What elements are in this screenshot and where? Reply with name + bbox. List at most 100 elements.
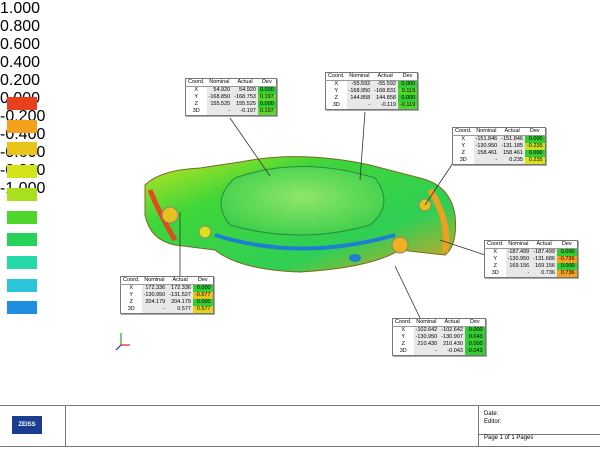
value-cell: 172.336: [167, 284, 193, 292]
header-cell: Coord.: [325, 72, 347, 81]
legend-swatch: [7, 233, 37, 247]
data-row: Z 169.156 169.156 0.000: [484, 263, 578, 270]
value-cell: -168.850: [206, 94, 233, 101]
value-cell: -131.686: [531, 256, 557, 263]
dev-cell: 0.577: [192, 306, 214, 314]
header-cell: Dev: [397, 72, 418, 81]
callout-table: Coord. Nominal Actual Dev X 172.336 172.336 0.0…: [120, 276, 214, 314]
header-cell: Nominal: [346, 72, 373, 81]
coord-cell: 3D: [120, 306, 142, 314]
coord-cell: Y: [120, 292, 142, 299]
data-row: Z 158.461 158.461 0.000: [452, 150, 546, 157]
header-cell: Dev: [464, 318, 486, 327]
value-cell: 172.336: [141, 284, 168, 292]
callout-table: Coord. Nominal Actual Dev X -187.499 -187.499 0…: [484, 240, 578, 278]
data-row: Z 144.858 144.858 0.000: [325, 95, 418, 102]
header-cell: Dev: [257, 78, 277, 87]
dev-cell: 0.000: [257, 101, 277, 108]
value-cell: -151.846: [473, 135, 500, 143]
legend-swatch: [7, 165, 37, 179]
value-cell: -168.753: [232, 94, 258, 101]
dev-cell: 0.000: [192, 284, 214, 292]
header-cell: Nominal: [473, 127, 500, 136]
dev-cell: -0.235: [524, 143, 546, 150]
dev-cell: -0.119: [397, 102, 418, 110]
value-cell: 169.156: [505, 263, 532, 270]
data-row: 3D - -0.119 -0.119: [325, 102, 418, 110]
header-cell: Dev: [192, 276, 214, 285]
legend-label: 1.000: [0, 0, 41, 17]
value-cell: 144.858: [346, 95, 373, 102]
value-cell: -187.499: [531, 248, 557, 256]
header-cell: Dev: [556, 240, 578, 249]
legend-swatch: [7, 210, 37, 224]
header-row: Coord. Nominal Actual Dev: [392, 318, 486, 327]
callout-table: Coord. Nominal Actual Dev X -151.846 -151.846 0…: [452, 127, 546, 165]
dev-cell: 0.119: [397, 88, 418, 95]
value-cell: -: [505, 270, 532, 278]
coord-cell: Z: [484, 263, 506, 270]
data-row: Z 204.179 204.179 0.000: [120, 299, 214, 306]
value-cell: 0.577: [167, 306, 193, 314]
dev-cell: 0.000: [257, 86, 277, 94]
coord-cell: 3D: [392, 348, 414, 356]
dev-cell: 0.000: [464, 341, 486, 348]
header-cell: Actual: [232, 78, 258, 87]
dev-cell: 0.000: [524, 150, 546, 157]
legend-swatch: [7, 278, 37, 292]
header-cell: Dev: [524, 127, 546, 136]
data-row: Y -130.950 -131.527 -0.577: [120, 292, 214, 299]
dev-cell: 0.000: [524, 135, 546, 143]
coord-cell: Y: [484, 256, 506, 263]
legend-swatch: [7, 119, 37, 133]
value-cell: 210.430: [413, 341, 440, 348]
value-cell: 0.736: [531, 270, 557, 278]
data-row: Y -168.950 -168.831 0.119: [325, 88, 418, 95]
dev-cell: 0.000: [464, 326, 486, 334]
header-cell: Nominal: [505, 240, 532, 249]
header-cell: Coord.: [452, 127, 474, 136]
value-cell: -: [473, 157, 500, 165]
date-label: Date:: [484, 411, 499, 417]
coord-cell: 3D: [484, 270, 506, 278]
dev-cell: 0.197: [257, 94, 277, 101]
value-cell: -130.907: [439, 334, 465, 341]
dev-cell: 0.043: [464, 334, 486, 341]
value-cell: 54.920: [206, 86, 233, 94]
value-cell: -131.185: [499, 143, 525, 150]
coord-cell: Z: [452, 150, 474, 157]
legend-swatch: [7, 97, 37, 110]
coord-cell: 3D: [185, 108, 207, 116]
value-cell: 204.179: [141, 299, 168, 306]
dev-cell: -0.736: [556, 256, 578, 263]
data-row: X -102.642 -102.642 0.000: [392, 326, 486, 334]
coord-cell: Y: [392, 334, 414, 341]
coord-cell: Z: [392, 341, 414, 348]
coord-cell: X: [185, 86, 207, 94]
part-view: [115, 111, 486, 351]
value-cell: -131.527: [167, 292, 193, 299]
value-cell: -168.831: [372, 88, 398, 95]
legend-label: 0.800: [0, 18, 41, 35]
value-cell: -102.642: [413, 326, 440, 334]
value-cell: -151.846: [499, 135, 525, 143]
editor-label: Editor:: [484, 419, 502, 425]
coord-cell: Z: [325, 95, 347, 102]
dev-cell: 0.000: [397, 95, 418, 102]
header-cell: Actual: [531, 240, 557, 249]
legend-swatch: [7, 255, 37, 269]
data-row: Y -168.850 -168.753 0.197: [185, 94, 277, 101]
value-cell: -: [413, 348, 440, 356]
coord-cell: Y: [185, 94, 207, 101]
value-cell: 169.156: [531, 263, 557, 270]
value-cell: 0.235: [499, 157, 525, 165]
dev-cell: 0.000: [556, 263, 578, 270]
caliper: [144, 156, 456, 273]
value-cell: -: [346, 102, 373, 110]
coord-cell: Y: [325, 88, 347, 95]
data-row: Z 210.430 210.430 0.000: [392, 341, 486, 348]
logo: ZEISS: [12, 416, 42, 434]
footer: ZEISS Date: Editor: Page 1 of 1 Pages: [0, 405, 600, 447]
value-cell: 158.461: [499, 150, 525, 157]
